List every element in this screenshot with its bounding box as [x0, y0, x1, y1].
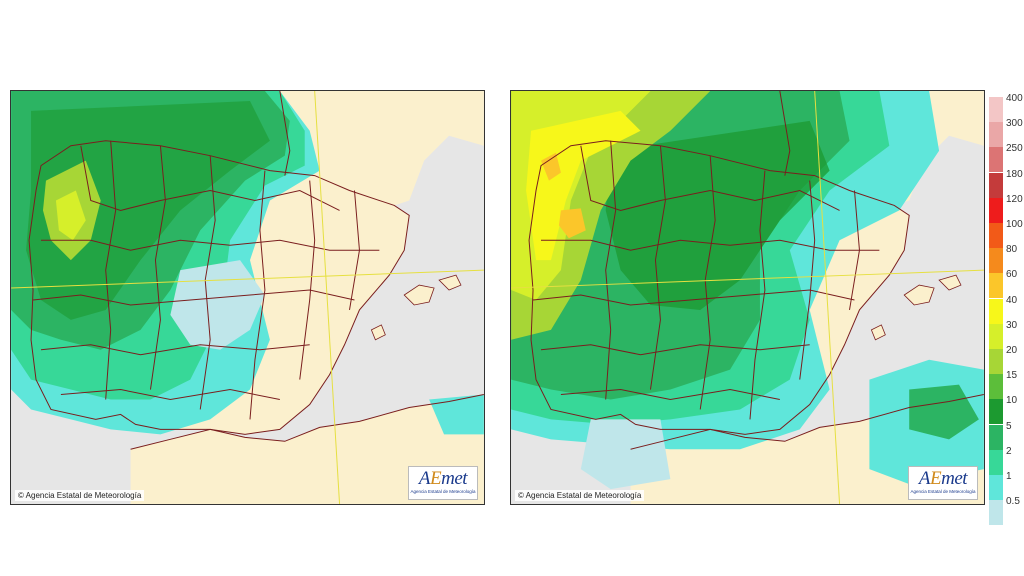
- legend-swatch-300: [989, 122, 1003, 148]
- province-borders: [528, 91, 984, 450]
- balearic-islands: [370, 274, 462, 341]
- legend-swatch-400: [989, 97, 1003, 122]
- legend-label: 30: [1006, 319, 1018, 331]
- precip-60mm: [558, 208, 586, 239]
- copyright-notice: © Agencia Estatal de Meteorología: [15, 490, 145, 501]
- legend-swatch-30: [989, 323, 1003, 349]
- legend-label: 15: [1006, 370, 1018, 382]
- graticule: [11, 91, 484, 504]
- legend-label: 0.5: [1006, 496, 1020, 508]
- aemet-logo: AEmet Agencia Estatal de Meteorología: [408, 466, 478, 500]
- legend-label: 1: [1006, 471, 1012, 482]
- legend-label: 400: [1006, 93, 1023, 104]
- precip-60mm-north: [541, 152, 561, 181]
- precip-05mm-center: [170, 260, 265, 350]
- legend-swatch-250: [989, 147, 1003, 173]
- aemet-logo-subtitle: Agencia Estatal de Meteorología: [910, 489, 976, 494]
- copyright-notice: © Agencia Estatal de Meteorología: [515, 490, 645, 501]
- legend-label: 40: [1006, 294, 1018, 306]
- legend-swatch-10: [989, 399, 1003, 425]
- graticule: [511, 91, 984, 504]
- aemet-logo: AEmet Agencia Estatal de Meteorología: [908, 466, 978, 500]
- balearic-islands: [870, 274, 962, 341]
- precip-africa-east-core: [909, 384, 979, 440]
- legend-swatch-180: [989, 172, 1003, 198]
- legend-label: 80: [1006, 244, 1018, 256]
- legend-label: 20: [1006, 345, 1018, 356]
- precip-30mm: [55, 190, 86, 241]
- legend-swatch-0_5: [989, 500, 1003, 526]
- legend-label: 10: [1006, 395, 1018, 407]
- legend-swatch-1: [989, 475, 1003, 500]
- province-borders: [28, 91, 484, 450]
- legend-label: 60: [1006, 269, 1018, 281]
- legend-swatch-40: [989, 298, 1003, 324]
- legend-label: 250: [1006, 143, 1023, 155]
- precipitation-map-left: © Agencia Estatal de Meteorología AEmet …: [10, 90, 485, 505]
- precipitation-legend: 400 300 250 180 120 100 80 60 40 30 20 15 10 5 2 1 0.5: [989, 93, 1023, 526]
- precipitation-map-right: © Agencia Estatal de Meteorología AEmet …: [510, 90, 985, 505]
- precip-05mm-south: [580, 419, 671, 490]
- legend-swatch-80: [989, 248, 1003, 274]
- legend-swatch-2: [989, 449, 1003, 475]
- aemet-logo-subtitle: Agencia Estatal de Meteorología: [410, 489, 476, 494]
- legend-swatch-20: [989, 349, 1003, 374]
- legend-label: 180: [1006, 168, 1023, 180]
- legend-swatch-5: [989, 424, 1003, 450]
- legend-label: 5: [1006, 420, 1012, 432]
- legend-label: 100: [1006, 219, 1023, 230]
- legend-swatch-60: [989, 273, 1003, 299]
- africa-landmass: [130, 394, 484, 504]
- legend-label: 120: [1006, 193, 1023, 205]
- legend-swatch-120: [989, 197, 1003, 223]
- aemet-logo-mark: AEmet: [418, 468, 468, 489]
- legend-swatch-15: [989, 374, 1003, 400]
- precip-10mm: [605, 120, 830, 310]
- legend-label: 300: [1006, 118, 1023, 130]
- legend-label: 2: [1006, 445, 1012, 457]
- precip-africa-east: [429, 394, 484, 435]
- france-landmass: [279, 91, 484, 206]
- map-canvas-right: [511, 91, 984, 504]
- precip-40mm: [526, 110, 641, 261]
- legend-swatch-100: [989, 223, 1003, 248]
- aemet-logo-mark: AEmet: [918, 468, 968, 489]
- map-canvas-left: [11, 91, 484, 504]
